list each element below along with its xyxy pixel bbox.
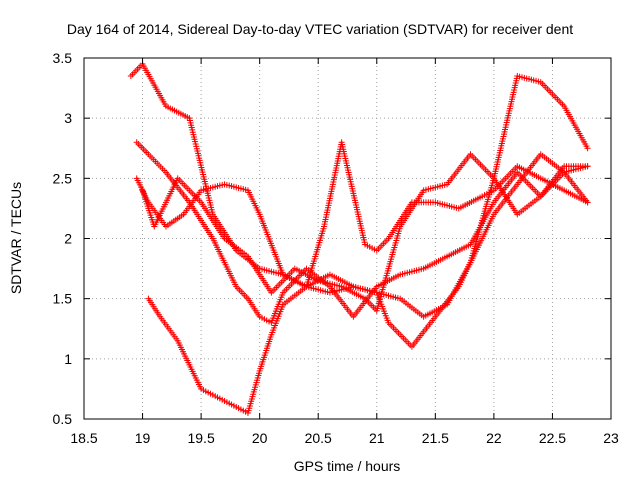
y-tick-label: 2	[64, 231, 72, 247]
y-tick-label: 1.5	[53, 291, 73, 307]
series-track-a	[127, 61, 591, 320]
x-tick-label: 23	[603, 430, 619, 446]
y-axis-label: SDTVAR / TECUs	[8, 182, 24, 294]
x-tick-label: 22	[486, 430, 502, 446]
data-series	[127, 61, 591, 416]
y-tick-label: 3	[64, 110, 72, 126]
chart-title: Day 164 of 2014, Sidereal Day-to-day VTE…	[67, 21, 573, 37]
plot-frame	[83, 57, 612, 420]
y-tick-label: 3.5	[53, 50, 73, 66]
grid	[84, 58, 611, 419]
x-tick-label: 22.5	[539, 430, 566, 446]
data-point	[584, 199, 591, 206]
y-tick-labels: 0.5 1 1.5 2 2.5 3 3.5	[53, 50, 73, 427]
x-axis-label: GPS time / hours	[294, 458, 401, 474]
y-tick-label: 2.5	[53, 170, 73, 186]
data-point	[584, 145, 591, 152]
series-track-c	[133, 139, 591, 326]
series-track-e	[139, 151, 591, 314]
series-track-d	[145, 151, 591, 416]
y-tick-label: 0.5	[53, 411, 73, 427]
x-tick-label: 18.5	[70, 430, 97, 446]
x-tick-label: 19	[135, 430, 151, 446]
x-tick-label: 20	[252, 430, 268, 446]
x-tick-label: 21	[369, 430, 385, 446]
x-tick-label: 20.5	[305, 430, 332, 446]
y-tick-label: 1	[64, 351, 72, 367]
x-tick-label: 19.5	[187, 430, 214, 446]
axis-ticks	[83, 57, 612, 420]
x-tick-labels: 18.5 19 19.5 20 20.5 21 21.5 22 22.5 23	[70, 430, 619, 446]
x-tick-label: 21.5	[422, 430, 449, 446]
data-point	[584, 163, 591, 170]
series-track-b	[133, 139, 591, 290]
